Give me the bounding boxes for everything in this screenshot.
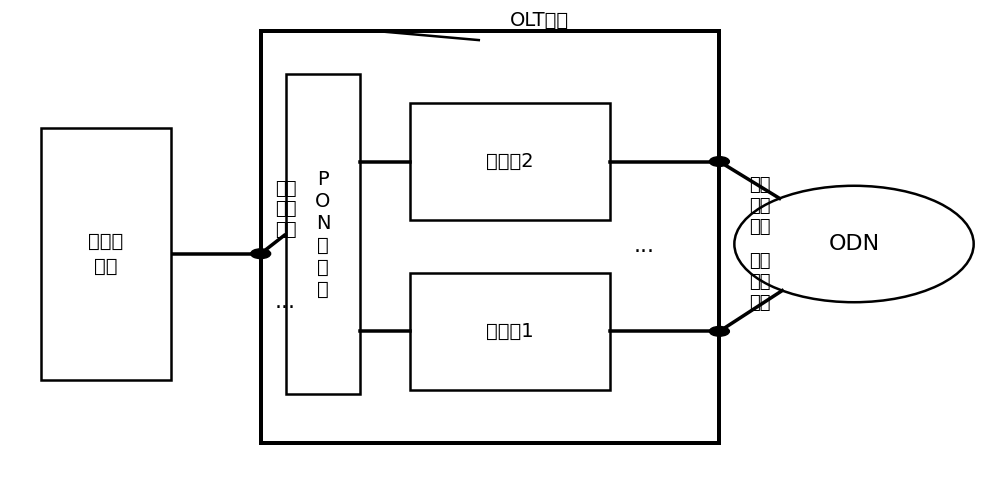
Text: 第一
上行
接口: 第一 上行 接口 bbox=[275, 180, 296, 239]
Text: 第二
下行
接口: 第二 下行 接口 bbox=[749, 176, 771, 236]
Text: 光模块2: 光模块2 bbox=[486, 152, 534, 171]
Text: ...: ... bbox=[275, 292, 296, 312]
Bar bbox=[286, 74, 360, 394]
Text: 光模块1: 光模块1 bbox=[486, 322, 534, 341]
Text: 网络侧
设备: 网络侧 设备 bbox=[88, 232, 124, 276]
Bar bbox=[261, 31, 719, 443]
Text: ...: ... bbox=[634, 236, 655, 256]
Circle shape bbox=[734, 186, 974, 302]
Bar bbox=[41, 127, 171, 380]
Circle shape bbox=[709, 326, 729, 336]
Text: ODN: ODN bbox=[828, 234, 880, 254]
Circle shape bbox=[251, 249, 271, 259]
Text: P
O
N
电
系
统: P O N 电 系 统 bbox=[315, 170, 331, 299]
Bar bbox=[410, 273, 610, 389]
Circle shape bbox=[709, 157, 729, 166]
Text: OLT设备: OLT设备 bbox=[510, 11, 569, 30]
Bar bbox=[410, 103, 610, 220]
Text: 第一
下行
接口: 第一 下行 接口 bbox=[749, 252, 771, 312]
